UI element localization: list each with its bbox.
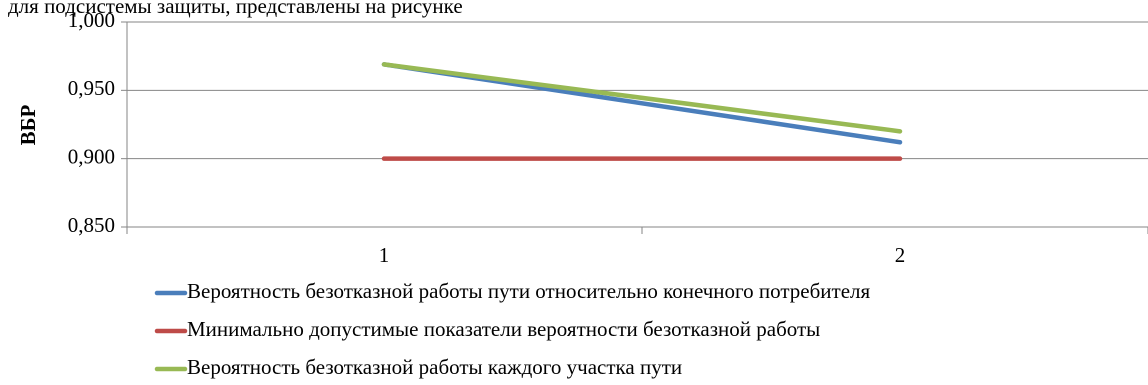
legend-label: Вероятность безотказной работы пути отно…: [187, 279, 870, 303]
legend: Вероятность безотказной работы пути отно…: [157, 279, 870, 379]
y-tick-label: 0,850: [68, 213, 115, 237]
y-tick-label: 0,950: [68, 76, 115, 100]
x-tick-label: 1: [379, 243, 390, 267]
legend-label: Минимально допустимые показатели вероятн…: [187, 317, 820, 341]
x-tick-label: 2: [895, 243, 906, 267]
y-tick-label: 1,000: [68, 8, 115, 32]
series-lines: [384, 64, 900, 158]
y-axis-title: ВБР: [16, 104, 40, 145]
legend-label: Вероятность безотказной работы каждого у…: [187, 355, 682, 379]
axes: [121, 22, 1148, 234]
gridlines: [127, 22, 1148, 159]
tick-labels: 0,850 0,900 0,950 1,000 1 2: [68, 8, 906, 267]
series-line-3: [384, 64, 900, 131]
y-tick-label: 0,900: [68, 144, 115, 168]
